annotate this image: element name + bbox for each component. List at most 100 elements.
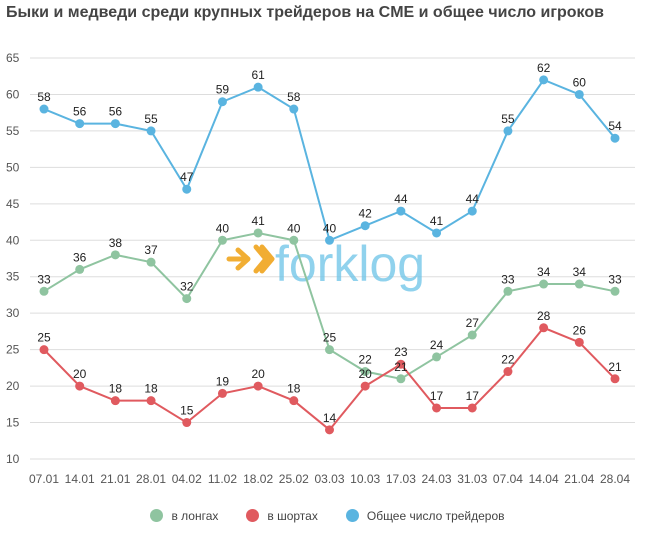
data-label: 18 <box>144 382 158 396</box>
legend-label: Общее число трейдеров <box>366 509 505 523</box>
data-point <box>182 418 192 428</box>
x-tick-label: 10.03 <box>350 472 380 486</box>
data-point <box>360 221 370 231</box>
data-point <box>432 352 442 362</box>
data-label: 21 <box>394 360 408 374</box>
data-point <box>396 359 406 369</box>
data-label: 44 <box>394 192 408 206</box>
y-tick-label: 45 <box>6 197 20 211</box>
data-label: 42 <box>359 207 373 221</box>
data-point <box>217 388 227 398</box>
data-point <box>539 323 549 333</box>
x-tick-label: 28.01 <box>136 472 166 486</box>
legend-item: Общее число трейдеров <box>345 509 505 523</box>
data-label: 20 <box>251 367 265 381</box>
data-point <box>289 235 299 245</box>
data-label: 17 <box>430 389 444 403</box>
legend-swatch <box>345 509 359 522</box>
y-tick-label: 10 <box>6 452 20 466</box>
data-point <box>396 206 406 216</box>
data-point <box>432 403 442 413</box>
data-point <box>75 119 85 129</box>
forklog-arrow-icon <box>226 244 275 274</box>
data-label: 33 <box>608 272 622 286</box>
legend-label: в лонгах <box>171 509 219 523</box>
data-point <box>39 104 49 114</box>
data-label: 58 <box>37 90 51 104</box>
data-label: 56 <box>109 105 123 119</box>
data-label: 33 <box>501 272 515 286</box>
data-point <box>110 396 120 406</box>
forklog-watermark: forklog <box>226 236 425 292</box>
legend-item: в лонгах <box>150 509 218 523</box>
data-point <box>610 133 620 143</box>
data-point <box>574 279 584 289</box>
data-label: 40 <box>287 221 301 235</box>
x-tick-label: 17.03 <box>386 472 416 486</box>
x-tick-label: 21.01 <box>100 472 130 486</box>
y-tick-label: 55 <box>6 124 20 138</box>
data-point <box>503 367 513 377</box>
data-label: 60 <box>573 75 587 89</box>
y-tick-label: 20 <box>6 379 20 393</box>
data-point <box>467 403 477 413</box>
data-label: 33 <box>37 272 51 286</box>
data-point <box>253 228 263 238</box>
legend-swatch <box>246 509 260 522</box>
data-label: 47 <box>180 170 194 184</box>
data-label: 20 <box>73 367 87 381</box>
data-label: 56 <box>73 105 87 119</box>
data-label: 22 <box>359 353 373 367</box>
data-point <box>610 374 620 384</box>
data-point <box>574 89 584 99</box>
data-label: 17 <box>466 389 480 403</box>
data-label: 55 <box>144 112 158 126</box>
data-label: 41 <box>251 214 265 228</box>
data-point <box>146 257 156 267</box>
series-layer <box>39 75 620 435</box>
x-tick-label: 18.02 <box>243 472 273 486</box>
data-label: 14 <box>323 411 337 425</box>
data-label: 61 <box>251 68 265 82</box>
data-point <box>574 337 584 347</box>
data-label: 18 <box>287 382 301 396</box>
data-point <box>217 97 227 107</box>
x-tick-label: 24.03 <box>422 472 452 486</box>
data-label: 40 <box>323 221 337 235</box>
data-label: 44 <box>466 192 480 206</box>
data-label: 28 <box>537 309 551 323</box>
data-label: 34 <box>573 265 587 279</box>
data-point <box>360 367 370 377</box>
x-tick-label: 03.03 <box>314 472 344 486</box>
x-tick-label: 04.02 <box>172 472 202 486</box>
data-point <box>360 381 370 391</box>
data-label: 18 <box>109 382 123 396</box>
chart-title: Быки и медведи среди крупных трейдеров н… <box>6 4 604 21</box>
data-point <box>39 286 49 296</box>
x-tick-label: 28.04 <box>600 472 630 486</box>
data-point <box>217 235 227 245</box>
y-tick-label: 65 <box>6 51 20 65</box>
x-tick-label: 25.02 <box>279 472 309 486</box>
legend-swatch <box>150 509 164 522</box>
x-tick-label: 14.01 <box>65 472 95 486</box>
data-label: 41 <box>430 214 444 228</box>
data-point <box>39 345 49 355</box>
data-label: 37 <box>144 243 158 257</box>
data-point <box>539 75 549 85</box>
data-point <box>467 206 477 216</box>
data-point <box>289 104 299 114</box>
data-point <box>539 279 549 289</box>
data-point <box>182 184 192 194</box>
data-label: 55 <box>501 112 515 126</box>
data-point <box>75 264 85 274</box>
data-point <box>467 330 477 340</box>
x-tick-label: 14.04 <box>529 472 559 486</box>
y-tick-label: 30 <box>6 306 20 320</box>
data-point <box>146 126 156 136</box>
data-point <box>146 396 156 406</box>
y-tick-label: 50 <box>6 160 20 174</box>
data-label: 20 <box>359 367 373 381</box>
data-label: 34 <box>537 265 551 279</box>
